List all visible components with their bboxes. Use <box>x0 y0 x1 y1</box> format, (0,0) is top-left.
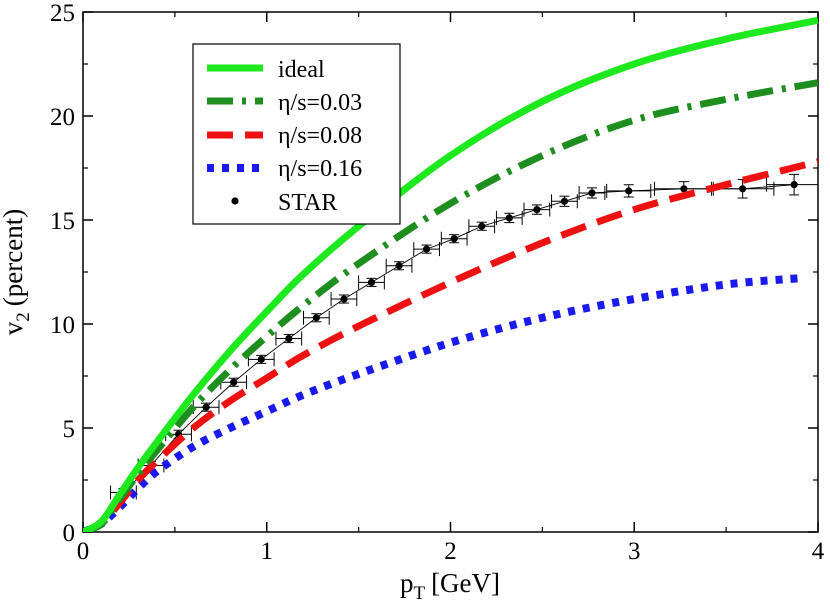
legend-label-eta-s-0.08: η/s=0.08 <box>278 123 362 149</box>
x-axis-ticks: 0 1 2 3 4 <box>77 12 825 565</box>
star-marker <box>423 245 431 253</box>
x-tick-label: 0 <box>77 538 90 565</box>
y-axis-label-unit: (percent) <box>0 209 28 306</box>
star-marker <box>790 181 798 189</box>
star-data-point <box>606 183 652 198</box>
legend-label-eta-s-0.16: η/s=0.16 <box>278 156 362 182</box>
y-axis-label-symbol: v <box>0 321 28 335</box>
star-marker <box>285 334 293 343</box>
legend-label-eta-s-0.03: η/s=0.03 <box>278 90 362 116</box>
star-marker <box>230 378 238 386</box>
star-data-connector <box>123 184 795 493</box>
star-data-point <box>385 258 413 273</box>
y-axis-ticks: 0 5 10 15 20 25 <box>50 0 818 547</box>
x-axis-label: pT [GeV] <box>400 568 500 604</box>
x-axis-label-subscript: T <box>413 583 425 604</box>
star-data-point <box>330 292 358 307</box>
star-marker <box>340 295 348 303</box>
x-tick-label: 4 <box>812 538 825 565</box>
plot-area <box>83 16 818 532</box>
star-data-point <box>495 210 523 225</box>
legend: ideal η/s=0.03 η/s=0.08 η/s=0.16 STAR <box>192 43 401 225</box>
star-marker <box>312 314 320 322</box>
y-tick-label: 25 <box>50 0 75 27</box>
star-data-point <box>247 352 275 367</box>
star-marker <box>625 187 633 195</box>
legend-label-ideal: ideal <box>278 57 325 83</box>
star-data-point <box>440 231 468 246</box>
x-axis-label-unit: [GeV] <box>431 568 500 598</box>
star-data-point <box>551 194 578 209</box>
y-tick-label: 20 <box>50 104 75 131</box>
star-data-point <box>468 219 496 234</box>
legend-marker-star <box>231 197 239 205</box>
star-marker <box>202 403 210 411</box>
star-marker <box>478 222 486 230</box>
y-tick-label: 15 <box>50 208 75 235</box>
star-marker <box>533 206 541 214</box>
x-tick-label: 2 <box>444 538 457 565</box>
star-marker <box>739 185 747 193</box>
star-marker <box>395 262 403 270</box>
star-data-point <box>192 400 220 415</box>
star-marker <box>367 278 376 286</box>
y-axis-label-subscript: 2 <box>13 312 34 322</box>
star-marker <box>505 214 513 222</box>
x-tick-label: 3 <box>628 538 641 565</box>
star-data-point <box>523 202 551 217</box>
star-data-point <box>358 275 385 290</box>
star-data-point <box>275 331 303 346</box>
series-line-ideal <box>83 16 818 532</box>
star-data-point <box>578 185 606 200</box>
y-tick-label: 10 <box>50 312 75 339</box>
star-marker <box>680 185 688 193</box>
x-axis-label-symbol: p <box>400 568 414 598</box>
y-tick-label: 0 <box>63 520 76 547</box>
legend-label-star: STAR <box>278 190 337 216</box>
star-data-point <box>766 173 818 196</box>
series-line-eta-s-0.08 <box>83 158 818 532</box>
star-marker <box>257 355 265 363</box>
star-marker <box>450 235 458 243</box>
star-marker <box>588 189 596 197</box>
star-marker <box>560 197 569 205</box>
y-axis-label: v2 (percent) <box>0 209 34 335</box>
star-data-point <box>413 242 440 257</box>
x-tick-label: 1 <box>261 538 274 565</box>
star-data-point <box>303 310 330 325</box>
y-tick-label: 5 <box>63 416 76 443</box>
